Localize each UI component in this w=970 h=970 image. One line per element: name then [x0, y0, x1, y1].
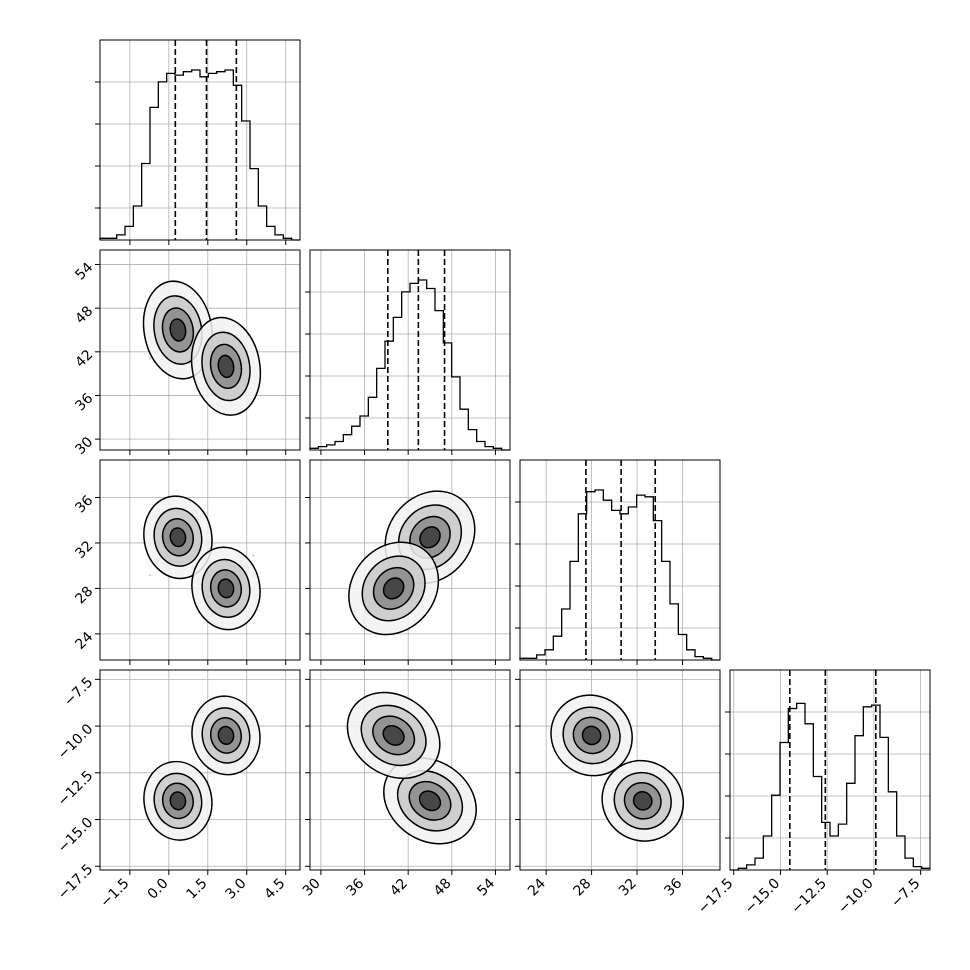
panel-frame — [99, 39, 301, 241]
panel-0-0 — [95, 39, 301, 245]
panel-2-1 — [305, 459, 511, 665]
panel-frame — [519, 459, 721, 661]
y-tick-label: 36 — [72, 390, 96, 414]
panel-2-2 — [515, 459, 721, 665]
panel-1-1 — [305, 249, 511, 455]
sample-point — [149, 574, 152, 577]
histogram-1 — [309, 279, 510, 451]
y-tick-label: 30 — [72, 434, 96, 458]
sample-point — [149, 357, 152, 360]
y-tick-label: 54 — [72, 260, 96, 284]
y-tick-label: 32 — [72, 538, 96, 562]
sample-point — [252, 554, 255, 557]
y-tick-label: 48 — [72, 303, 96, 327]
y-tick-label: 42 — [72, 347, 96, 371]
y-tick-label: 24 — [72, 629, 96, 653]
panel-1-0: 30 36 42 48 54 — [72, 249, 301, 458]
histogram-2 — [519, 489, 720, 661]
histogram-0 — [99, 69, 300, 241]
y-tick-label: 36 — [72, 492, 96, 516]
panel-frame — [309, 249, 511, 451]
panel-3-0: −1.5 0.0 1.5 3.0 4.5−17.5−15.0−12.5−10.0−7.5 — [55, 669, 301, 911]
panel-2-0: 24 28 32 36 — [72, 459, 301, 665]
y-tick-label: 28 — [72, 583, 96, 607]
